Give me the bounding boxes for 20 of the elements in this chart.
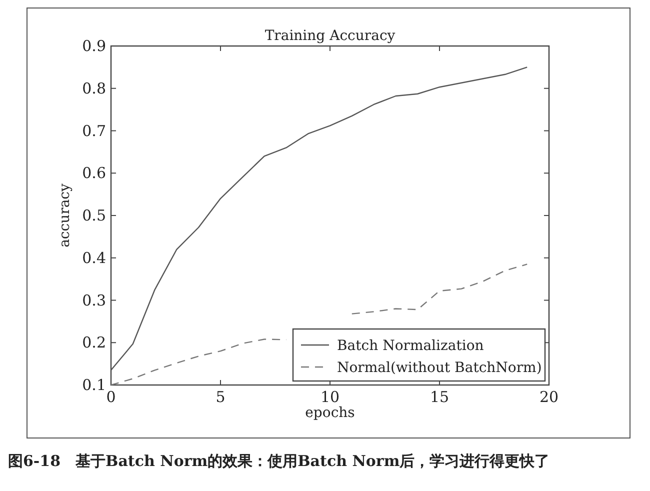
y-tick-label: 0.3 bbox=[82, 291, 106, 310]
legend-label: Normal(without BatchNorm) bbox=[337, 360, 542, 376]
y-tick-label: 0.8 bbox=[82, 79, 106, 98]
legend-label: Batch Normalization bbox=[337, 338, 484, 354]
y-tick-label: 0.2 bbox=[82, 334, 106, 352]
chart-title: Training Accuracy bbox=[264, 28, 396, 44]
y-tick-label: 0.6 bbox=[82, 164, 106, 182]
y-tick-label: 0.1 bbox=[82, 376, 106, 394]
caption: 图6-18 基于Batch Norm的效果：使用Batch Norm后，学习进行得更快了 bbox=[8, 452, 550, 470]
y-tick-label: 0.9 bbox=[82, 37, 106, 55]
y-tick-label: 0.5 bbox=[82, 206, 106, 224]
x-axis-title: epochs bbox=[305, 405, 355, 421]
x-tick-label: 5 bbox=[216, 388, 226, 406]
y-tick-label: 0.4 bbox=[82, 248, 106, 267]
y-axis-title: accuracy bbox=[57, 183, 73, 248]
x-tick-label: 0 bbox=[106, 388, 116, 406]
x-tick-label: 10 bbox=[320, 388, 340, 406]
x-tick-label: 15 bbox=[430, 388, 450, 406]
y-tick-label: 0.7 bbox=[82, 122, 106, 140]
x-tick-label: 20 bbox=[539, 388, 559, 406]
